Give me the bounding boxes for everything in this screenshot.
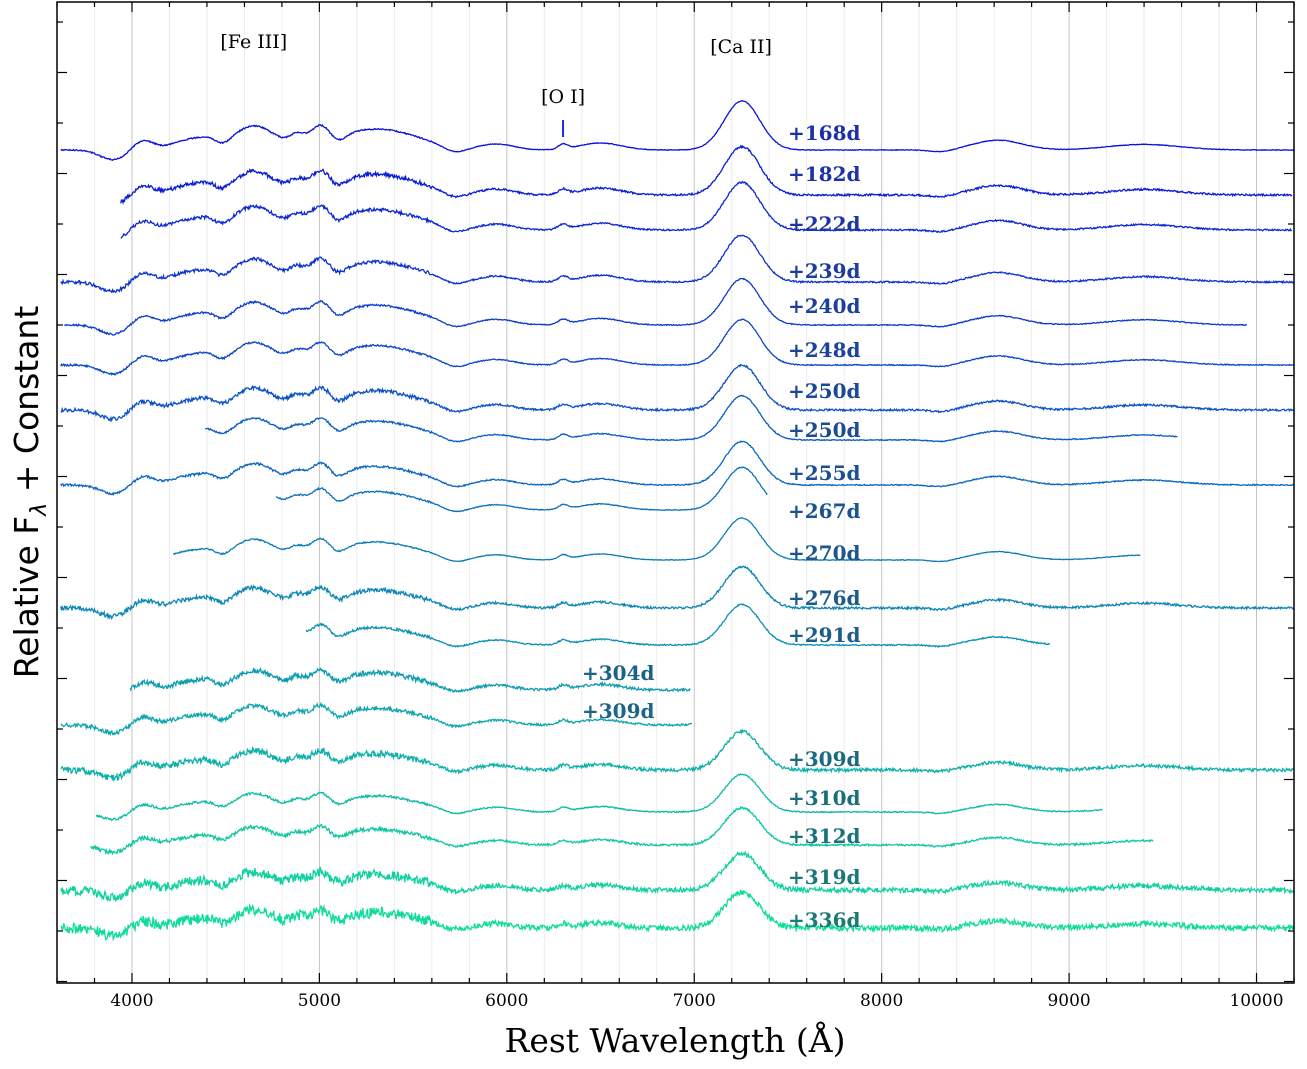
line-annotation-label: [Fe III]	[220, 31, 287, 53]
spectrum-line	[63, 277, 1248, 336]
spectrum-line	[60, 318, 1295, 376]
series-label: +255d	[788, 461, 861, 485]
x-tick-labels: 4000 5000 6000 7000 8000 9000 10000	[110, 991, 1283, 1011]
series-label: +250d	[788, 418, 861, 442]
series-label: +309d	[788, 747, 861, 771]
x-tick-label: 9000	[1047, 991, 1090, 1011]
series-label: +267d	[788, 499, 861, 523]
series-label: +310d	[788, 786, 861, 810]
spectrum-line	[60, 850, 1295, 902]
spectrum-line	[120, 144, 1293, 205]
x-tick-label: 7000	[673, 991, 716, 1011]
series-group	[60, 99, 1295, 942]
spectrum-line	[120, 180, 1293, 239]
line-annotation-label: [Ca II]	[710, 36, 772, 58]
y-axis-label-sub: λ	[27, 503, 52, 517]
spectrum-line	[60, 99, 1295, 161]
series-label: +276d	[788, 586, 861, 610]
spectrum-line	[95, 773, 1103, 822]
series-label: +291d	[788, 623, 861, 647]
y-axis-label: Relative Fλ + Constant	[7, 306, 52, 679]
spectrum-line	[60, 565, 1295, 620]
series-label: +309d	[582, 699, 655, 723]
spectrum-line	[60, 889, 1295, 942]
x-axis-label: Rest Wavelength (Å)	[504, 1020, 845, 1060]
y-axis-label-main: Relative F	[7, 516, 46, 679]
gridlines	[56, 2, 1295, 983]
series-label: +222d	[788, 212, 861, 236]
spectrum-line	[60, 728, 1295, 782]
spectrum-line	[90, 805, 1154, 856]
spectrum-line	[60, 363, 1295, 423]
spectrum-line	[204, 394, 1178, 443]
plot-frame	[56, 1, 1295, 984]
series-label: +270d	[788, 541, 861, 565]
series-label: +304d	[582, 661, 655, 685]
spectrum-line	[60, 234, 1295, 294]
series-labels: +168d +182d +222d +239d +240d +248d +250d +250d…	[582, 121, 861, 932]
spectrum-line	[60, 440, 1295, 497]
series-label: +319d	[788, 865, 861, 889]
line-annotation-label: [O I]	[541, 86, 585, 108]
x-tick-label: 6000	[485, 991, 528, 1011]
x-tick-label: 4000	[110, 991, 153, 1011]
x-tick-label: 8000	[860, 991, 903, 1011]
series-label: +312d	[788, 824, 861, 848]
spectrum-line	[275, 466, 768, 513]
series-label: +240d	[788, 294, 861, 318]
series-label: +239d	[788, 259, 861, 283]
series-label: +250d	[788, 379, 861, 403]
series-label: +182d	[788, 162, 861, 186]
spectrum-line	[129, 666, 691, 693]
spectrum-line	[305, 603, 1051, 648]
y-axis-label-suffix: + Constant	[7, 306, 46, 503]
x-tick-label: 5000	[298, 991, 341, 1011]
spectrum-line	[60, 701, 693, 737]
series-label: +248d	[788, 338, 861, 362]
line-annotations: [Fe III] [O I] [Ca II]	[220, 31, 772, 137]
series-label: +168d	[788, 121, 861, 145]
x-tick-label: 10000	[1229, 991, 1283, 1011]
spectrum-line	[173, 516, 1141, 563]
axis-ticks	[56, 2, 1295, 983]
series-label: +336d	[788, 908, 861, 932]
